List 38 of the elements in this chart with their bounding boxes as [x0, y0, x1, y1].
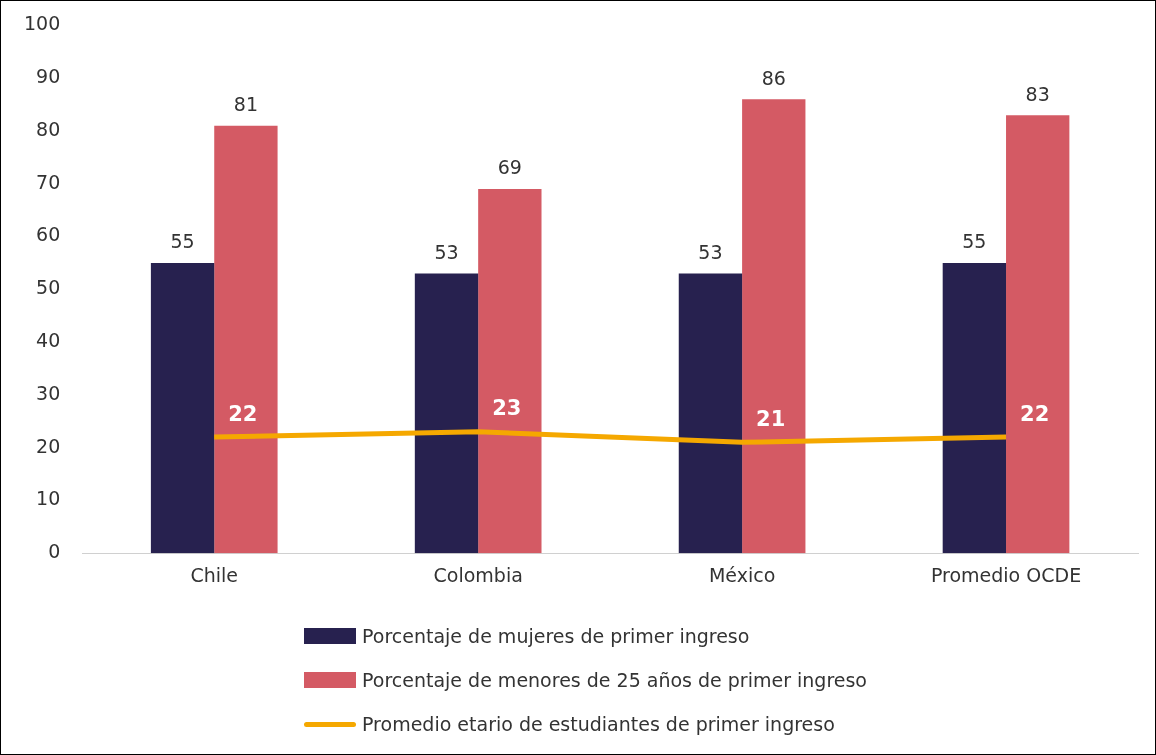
bar — [678, 273, 743, 554]
data-label: 23 — [492, 396, 522, 421]
legend-label: Porcentaje de mujeres de primer ingreso — [362, 625, 750, 647]
data-label: 53 — [698, 240, 723, 263]
y-tick-label: 30 — [36, 381, 61, 404]
bar — [150, 262, 215, 554]
y-tick-label: 100 — [24, 12, 61, 35]
y-tick-label: 50 — [36, 276, 61, 299]
bar — [214, 125, 278, 554]
y-tick-label: 10 — [36, 487, 61, 510]
bar — [478, 189, 542, 554]
x-tick-label: Colombia — [433, 563, 523, 586]
y-tick-label: 70 — [36, 170, 61, 193]
bar — [414, 273, 479, 554]
data-label: 55 — [962, 230, 987, 253]
y-tick-label: 40 — [36, 329, 61, 352]
bar — [1006, 115, 1070, 554]
bar — [942, 262, 1007, 554]
data-label: 22 — [1020, 401, 1050, 426]
y-tick-label: 0 — [48, 540, 61, 563]
y-tick-label: 80 — [36, 117, 61, 140]
x-tick-label: Promedio OCDE — [930, 563, 1082, 586]
legend-label: Promedio etario de estudiantes de primer ingreso — [362, 713, 835, 735]
x-tick-label: México — [708, 563, 776, 586]
x-tick-label: Chile — [190, 563, 239, 586]
data-label: 81 — [233, 93, 258, 116]
data-label: 22 — [228, 401, 258, 426]
data-label: 86 — [761, 66, 786, 89]
data-label: 55 — [170, 230, 195, 253]
data-label: 53 — [434, 240, 459, 263]
y-tick-label: 20 — [36, 434, 61, 457]
data-label: 83 — [1025, 82, 1050, 105]
bar — [742, 99, 806, 554]
legend-label: Porcentaje de menores de 25 años de primer ingreso — [362, 669, 867, 691]
data-label: 21 — [756, 406, 786, 431]
y-tick-label: 90 — [36, 65, 61, 88]
y-tick-label: 60 — [36, 223, 61, 246]
data-label: 69 — [497, 156, 522, 179]
